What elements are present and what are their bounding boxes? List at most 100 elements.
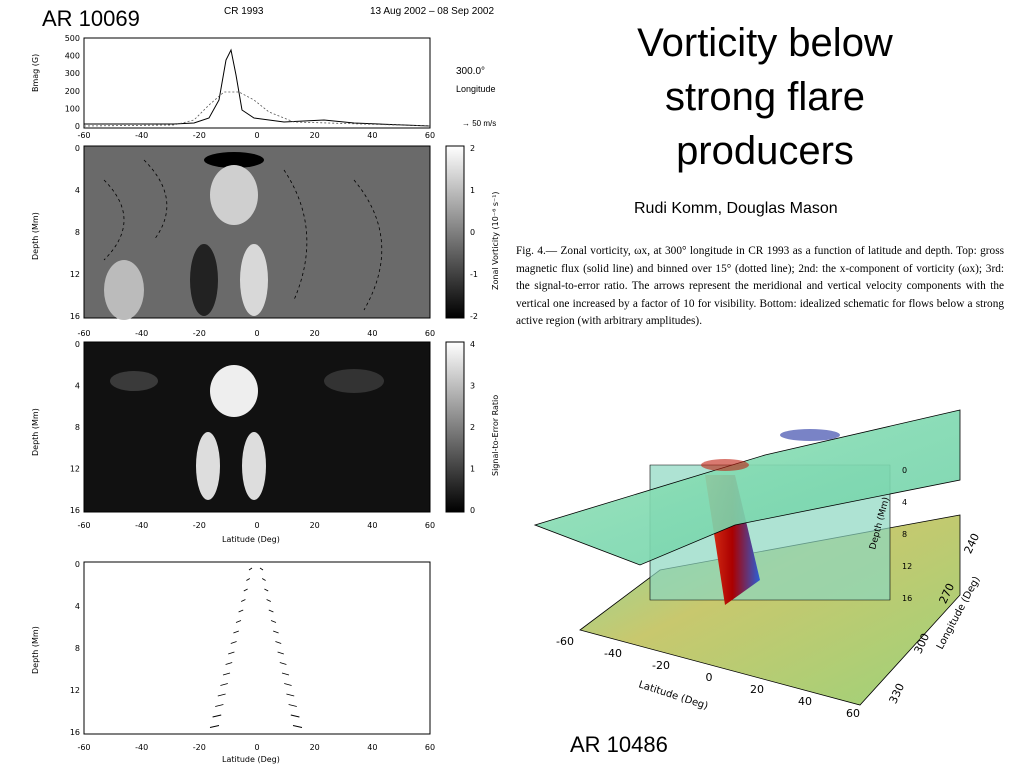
flow-arrow xyxy=(273,630,279,634)
colorbar-tick: 2 xyxy=(470,423,475,432)
snr-xlabel: Latitude (Deg) xyxy=(222,535,280,544)
vorticity-ytick: 12 xyxy=(70,270,80,279)
flow-arrow xyxy=(279,662,287,665)
vorticity-xtick: -20 xyxy=(193,329,206,338)
schematic-arrows xyxy=(209,567,303,728)
flow-arrow xyxy=(225,662,233,665)
flux-solid-line xyxy=(84,48,431,127)
colorbar-tick: 1 xyxy=(470,186,475,195)
flux-ytick: 400 xyxy=(65,52,80,61)
flow-arrow xyxy=(222,672,231,676)
flux-xtick: -20 xyxy=(193,131,206,140)
schematic-xlabel: Latitude (Deg) xyxy=(222,755,280,764)
figure-caption: Fig. 4.— Zonal vorticity, ωx, at 300° lo… xyxy=(516,243,1004,331)
flow-arrow xyxy=(209,725,220,728)
vorticity-ylabel: Depth (Mm) xyxy=(31,212,40,260)
arrow-scale: → 50 m/s xyxy=(462,119,497,128)
vorticity-yticks: 0 4 8 12 16 xyxy=(70,144,80,321)
snr-xtick: 20 xyxy=(310,521,320,530)
flux-frame xyxy=(83,37,431,129)
caption-label: Fig. 4.— xyxy=(516,245,558,257)
flow-arrow xyxy=(243,588,248,592)
vorticity-bright-column xyxy=(240,244,268,316)
ar-10486-label: AR 10486 xyxy=(570,732,668,757)
snr-ytick: 0 xyxy=(75,340,80,349)
schematic-xtick: 40 xyxy=(367,743,377,752)
snr-xtick: 40 xyxy=(367,521,377,530)
render-depth-tick: 0 xyxy=(902,466,907,475)
date-range: 13 Aug 2002 – 08 Sep 2002 xyxy=(370,6,495,17)
snr-right-patch xyxy=(324,369,384,393)
vorticity-xtick: -40 xyxy=(135,329,148,338)
vorticity-ytick: 4 xyxy=(75,186,80,195)
snr-ytick: 8 xyxy=(75,423,80,432)
vorticity-xtick: 20 xyxy=(310,329,320,338)
colorbar-tick: 4 xyxy=(470,340,475,349)
snr-xtick: -60 xyxy=(77,521,90,530)
flow-arrow xyxy=(292,725,303,728)
render-latitude-tick: 40 xyxy=(798,695,812,708)
colorbar-tick: 0 xyxy=(470,506,475,515)
flow-arrow xyxy=(286,693,295,697)
snr-colorbar-ticks: 4 3 2 1 0 xyxy=(470,340,475,515)
flow-arrow xyxy=(233,630,239,634)
flow-arrow xyxy=(288,704,297,707)
colorbar-tick: -2 xyxy=(470,312,478,321)
schematic-xtick: -40 xyxy=(135,743,148,752)
render-depth-tick: 16 xyxy=(902,594,912,603)
vorticity-ytick: 8 xyxy=(75,228,80,237)
flow-arrow xyxy=(270,620,277,623)
schematic-ylabel: Depth (Mm) xyxy=(31,626,40,674)
vorticity-xticks: -60 -40 -20 0 20 40 60 xyxy=(77,329,435,338)
title-line-1: Vorticity below xyxy=(637,21,893,65)
schematic-frame xyxy=(83,561,431,735)
vorticity-xtick: 40 xyxy=(367,329,377,338)
render-depth-ticks: 0 4 8 12 16 xyxy=(902,466,912,603)
flow-arrow xyxy=(275,641,282,644)
schematic-xtick: 0 xyxy=(254,743,259,752)
vorticity-xtick: -60 xyxy=(77,329,90,338)
schematic-ytick: 16 xyxy=(70,728,80,737)
flux-xtick: 60 xyxy=(425,131,435,140)
flow-arrow xyxy=(246,578,251,581)
render-longitude-tick: 240 xyxy=(961,531,982,556)
vorticity-xtick: 0 xyxy=(254,329,259,338)
flow-arrow xyxy=(277,651,284,655)
snr-left-patch xyxy=(110,371,158,391)
authors: Rudi Komm, Douglas Mason xyxy=(634,200,838,217)
render-latitude-tick: 20 xyxy=(750,683,764,696)
vorticity-dark-column xyxy=(190,244,218,316)
vorticity-ytick: 16 xyxy=(70,312,80,321)
vorticity-bright-core xyxy=(210,165,258,225)
schematic-ytick: 4 xyxy=(75,602,80,611)
schematic-ytick: 8 xyxy=(75,644,80,653)
colorbar-tick: -1 xyxy=(470,270,478,279)
schematic-panel: 0 4 8 12 16 -60 -40 -20 0 20 40 60 Depth (Mm) Lati… xyxy=(31,560,435,764)
flux-xtick: -40 xyxy=(135,131,148,140)
render-latitude-tick: -20 xyxy=(652,659,670,672)
longitude-label: Longitude xyxy=(456,84,496,94)
caption-text: Zonal vorticity, ωx, at 300° longitude i… xyxy=(516,245,1004,327)
snr-xticks: -60 -40 -20 0 20 40 60 xyxy=(77,521,435,530)
flow-arrow xyxy=(284,683,292,686)
snr-right-column xyxy=(242,432,266,500)
vorticity-xtick: 60 xyxy=(425,329,435,338)
snr-left-column xyxy=(196,432,220,500)
flux-ytick: 300 xyxy=(65,69,80,78)
schematic-xtick: 60 xyxy=(425,743,435,752)
flux-ytick: 0 xyxy=(75,122,80,131)
flow-arrow xyxy=(230,641,237,644)
flow-arrow xyxy=(261,578,266,581)
vorticity-dark-spot xyxy=(204,152,264,168)
snr-xtick: 60 xyxy=(425,521,435,530)
flux-xtick: 20 xyxy=(310,131,320,140)
snr-ylabel: Depth (Mm) xyxy=(31,408,40,456)
colorbar-tick: 1 xyxy=(470,465,475,474)
snr-colorbar xyxy=(445,341,465,513)
schematic-xticks: -60 -40 -20 0 20 40 60 xyxy=(77,743,435,752)
render-latitude-tick: -60 xyxy=(556,635,574,648)
flow-arrow xyxy=(290,714,300,718)
